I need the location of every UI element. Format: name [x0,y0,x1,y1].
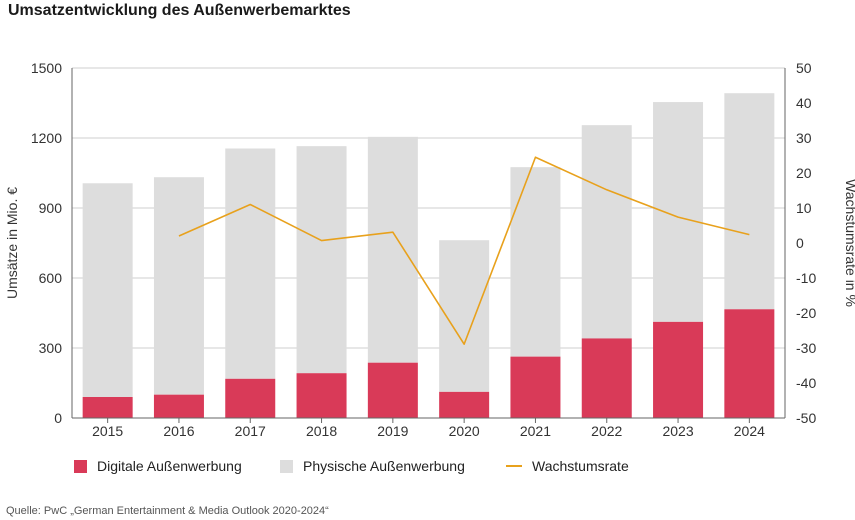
chart-title: Umsatzentwicklung des Außenwerbemarktes [8,2,351,19]
y2-tick-label: -20 [796,305,816,321]
y-tick-label: 300 [39,340,63,356]
bar-digital [510,356,561,418]
y2-axis-title: Wachstumsrate in % [843,179,855,307]
y-tick-label: 1200 [31,130,62,146]
legend-swatch-physical [280,459,293,473]
bar-physical [225,148,276,379]
y2-tick-label: 50 [796,60,812,76]
x-tick-label: 2017 [235,423,266,439]
y-axis-title: Umsätze in Mio. € [4,187,20,299]
growth-line [178,156,750,345]
growth-line-layer [178,156,750,345]
bar-digital [82,397,133,418]
bar-physical [653,102,704,322]
x-tick-label: 2021 [520,423,551,439]
legend-swatch-digital [74,459,87,473]
x-tick-label: 2023 [662,423,693,439]
y2-tick-label: -30 [796,340,816,356]
y2-tick-label: -40 [796,375,816,391]
legend-label-digital: Digitale Außenwerbung [97,458,242,474]
y2-tick-label: 20 [796,165,812,181]
legend-label-physical: Physische Außenwerbung [303,458,465,474]
bar-digital [367,362,418,418]
source-note: Quelle: PwC „German Entertainment & Medi… [6,505,329,517]
bar-digital [653,321,704,418]
bar-physical [153,177,204,395]
bar-physical [82,183,133,397]
y-tick-label: 600 [39,270,63,286]
y2-tick-label: 10 [796,200,812,216]
y-tick-label: 1500 [31,60,62,76]
axes: 0 300 600 900 1200 1500 -50 -40 -30 -20 -10 0 10 20 30… [4,60,855,439]
bar-physical [439,240,490,392]
x-tick-label: 2024 [734,423,765,439]
bars [82,93,775,418]
y2-tick-label: -50 [796,410,816,426]
bar-physical [581,125,632,339]
legend-item-digital: Digitale Außenwerbung [74,458,242,474]
x-tick-label: 2018 [306,423,337,439]
y2-tick-label: 40 [796,95,812,111]
y2-tick-label: 30 [796,130,812,146]
x-tick-label: 2020 [449,423,480,439]
y-tick-label: 900 [39,200,63,216]
y-tick-label: 0 [54,410,62,426]
x-tick-label: 2022 [591,423,622,439]
bar-digital [225,378,276,418]
bar-digital [724,309,775,418]
bar-digital [581,338,632,418]
legend-item-growth: Wachstumsrate [506,458,629,474]
bar-physical [296,146,347,374]
bar-digital [296,373,347,418]
legend-swatch-growth [506,465,522,467]
bar-physical [367,136,418,363]
bar-physical [724,93,775,310]
chart: 0 300 600 900 1200 1500 -50 -40 -30 -20 -10 0 10 20 30… [4,60,855,439]
y2-tick-label: -10 [796,270,816,286]
bar-digital [439,391,490,418]
x-tick-label: 2019 [377,423,408,439]
legend-label-growth: Wachstumsrate [532,458,629,474]
bar-digital [153,394,204,418]
legend-item-physical: Physische Außenwerbung [280,458,465,474]
y2-tick-label: 0 [796,235,804,251]
x-tick-label: 2015 [92,423,123,439]
x-tick-label: 2016 [163,423,194,439]
bar-physical [510,167,561,357]
